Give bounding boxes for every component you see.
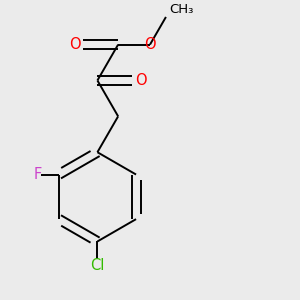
Text: O: O	[144, 37, 156, 52]
Text: O: O	[135, 73, 146, 88]
Text: F: F	[34, 167, 42, 182]
Text: CH₃: CH₃	[169, 2, 194, 16]
Text: O: O	[69, 37, 81, 52]
Text: Cl: Cl	[90, 258, 105, 273]
